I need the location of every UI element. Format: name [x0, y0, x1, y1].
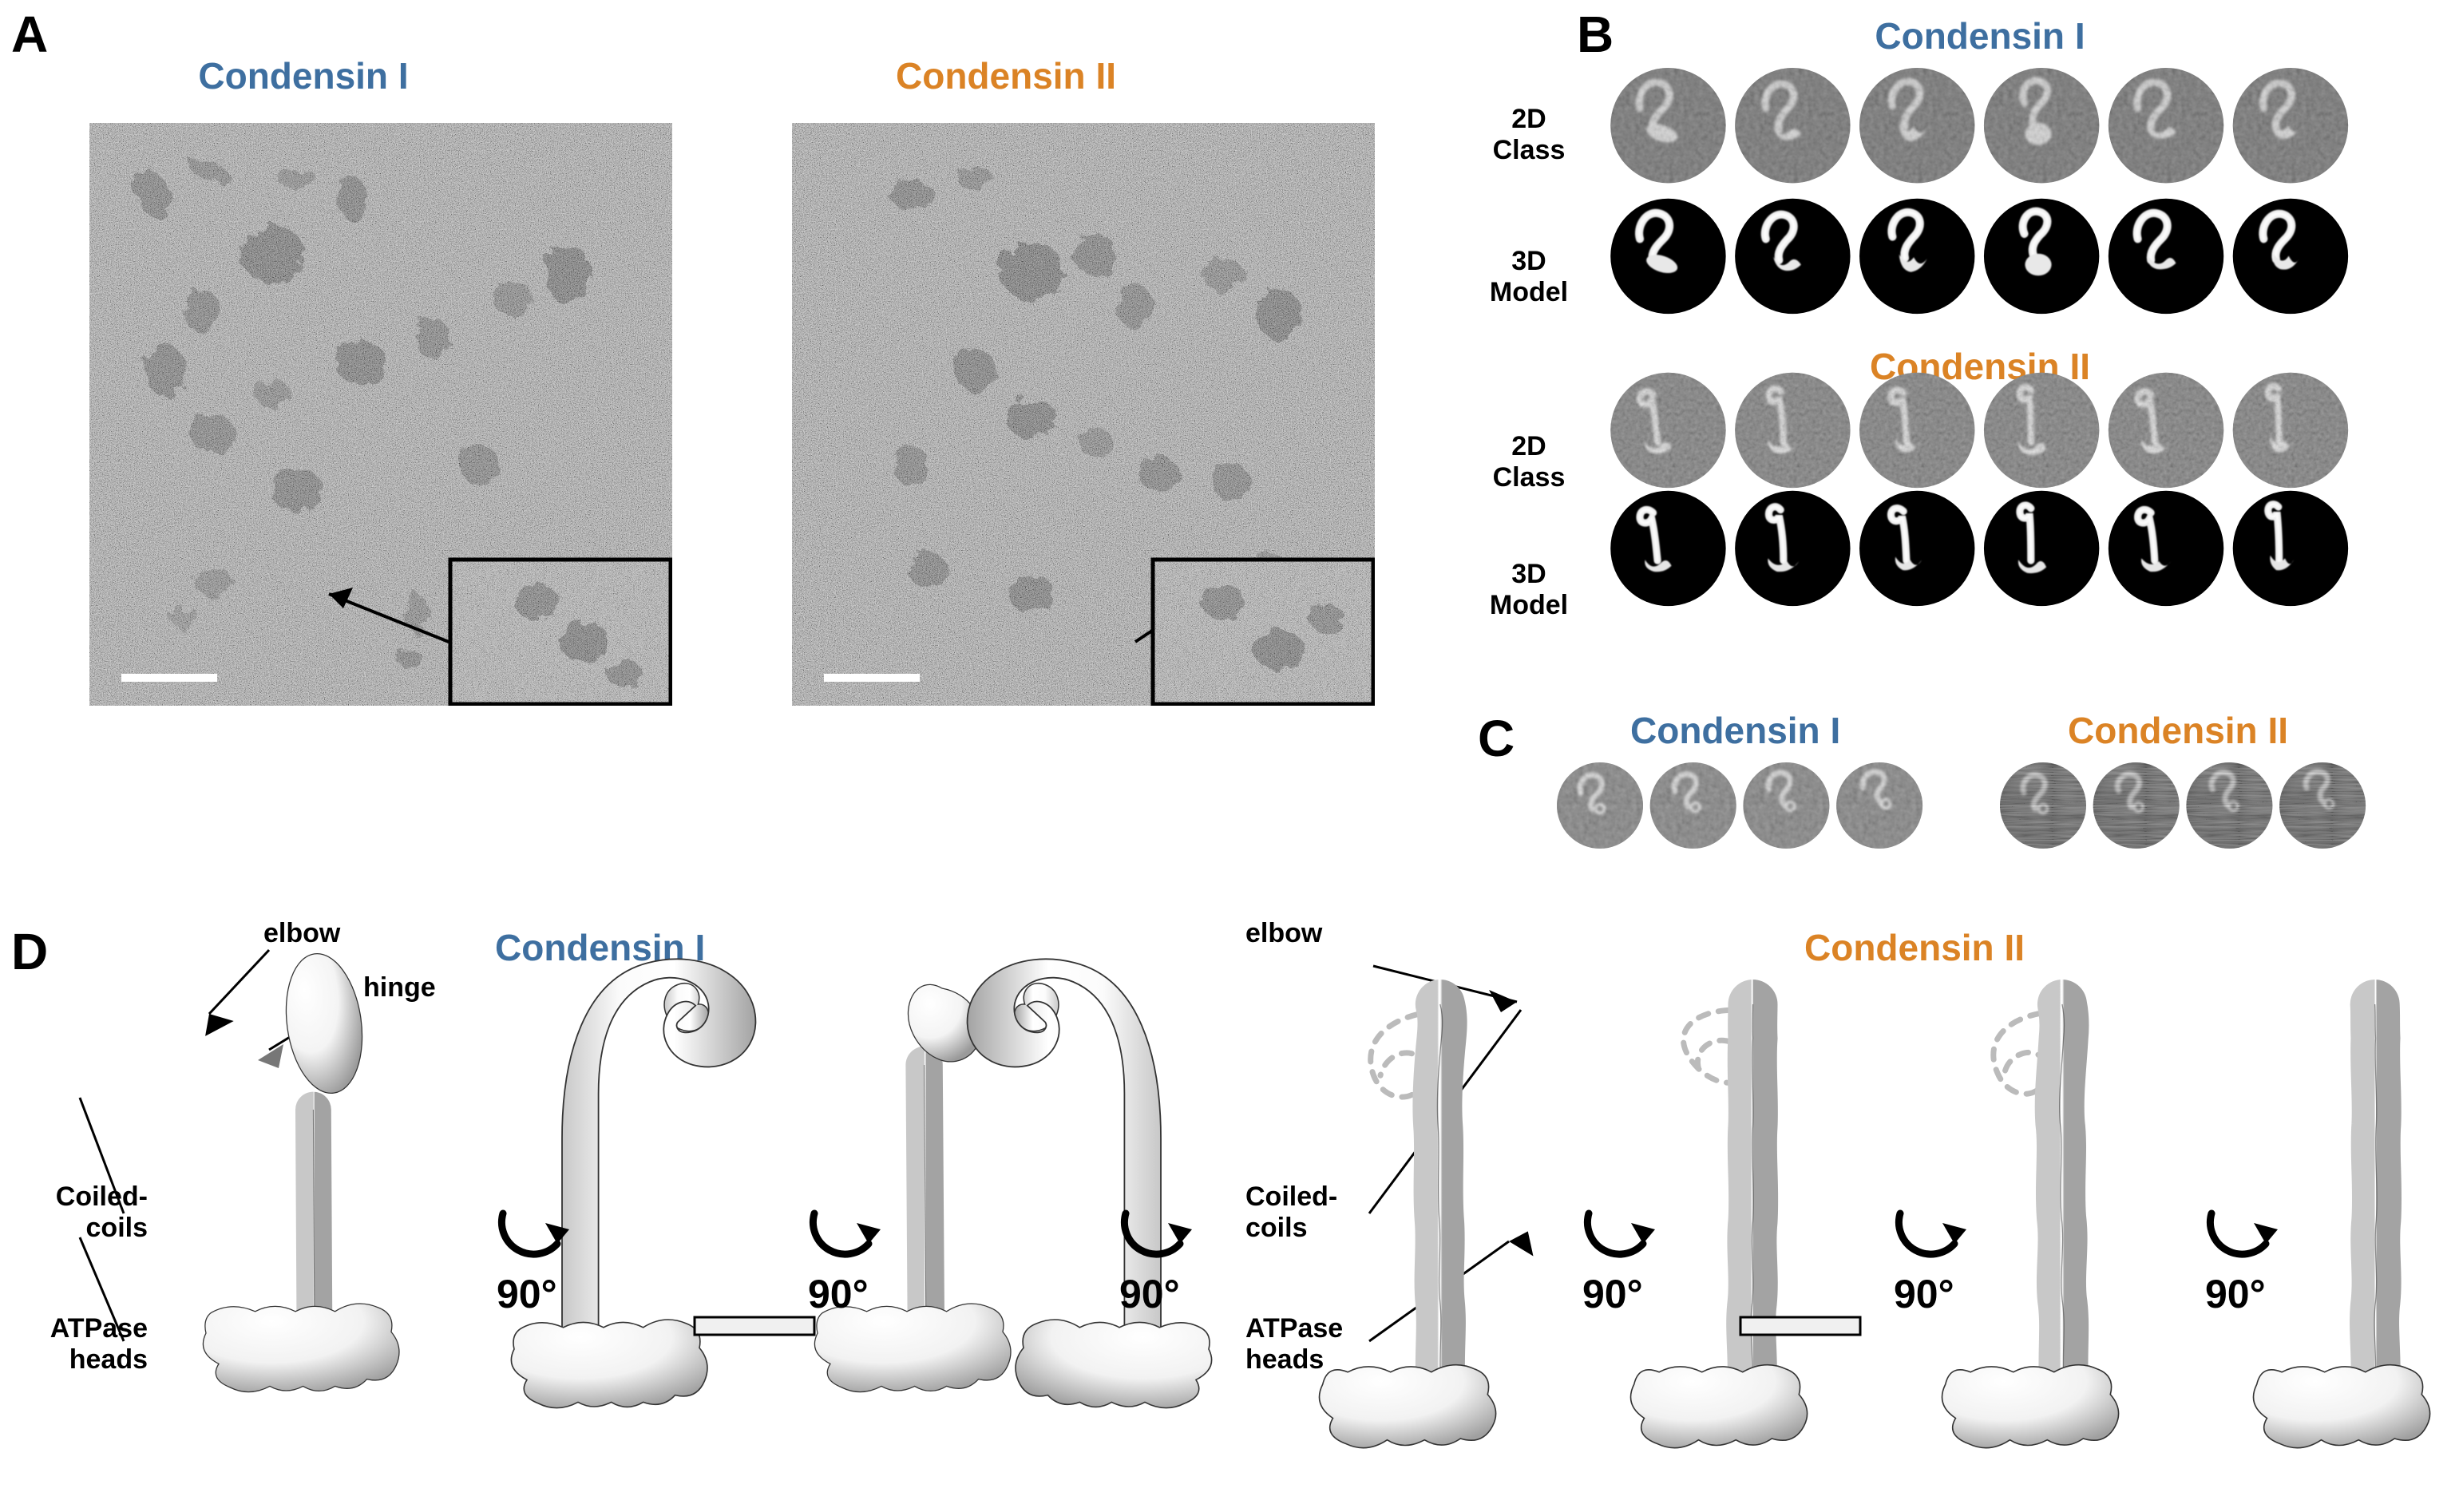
svg-text:90°: 90°: [1582, 1272, 1643, 1316]
svg-text:90°: 90°: [808, 1272, 869, 1316]
svg-text:90°: 90°: [1119, 1272, 1180, 1316]
svg-text:90°: 90°: [2205, 1272, 2266, 1316]
svg-text:90°: 90°: [497, 1272, 557, 1316]
svg-text:90°: 90°: [1894, 1272, 1954, 1316]
